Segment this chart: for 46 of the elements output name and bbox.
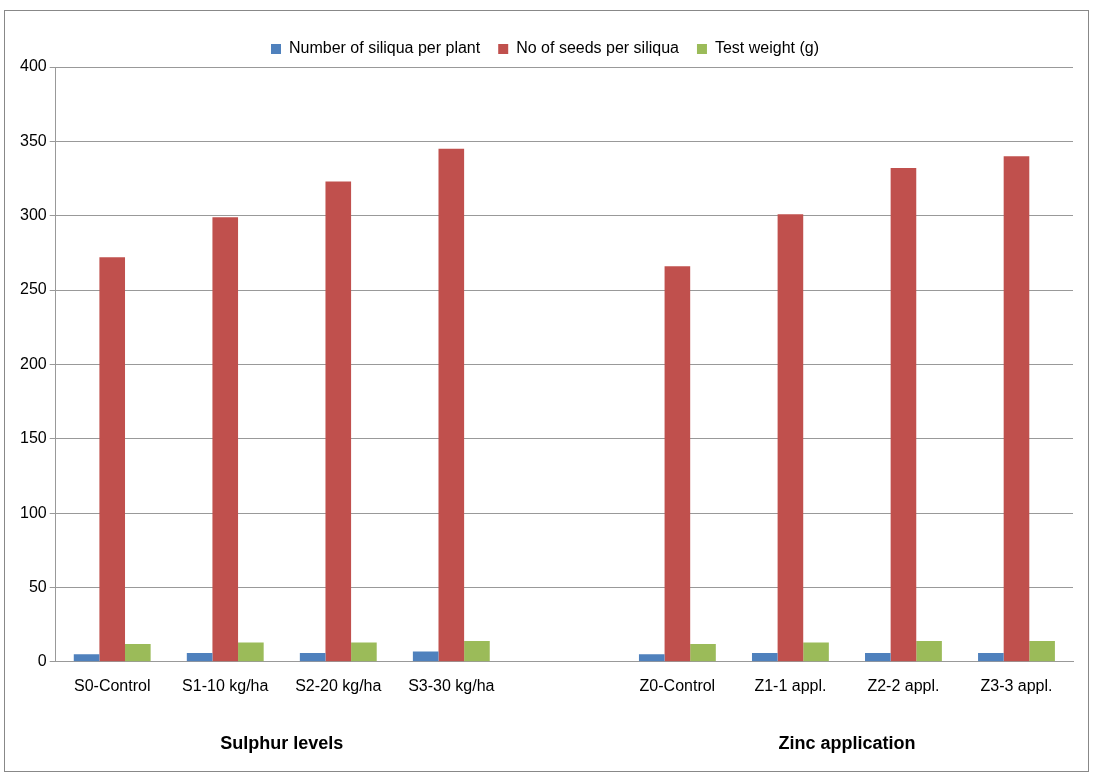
bar bbox=[751, 652, 778, 662]
bar bbox=[325, 181, 352, 662]
text: Zinc application bbox=[778, 732, 916, 753]
legend-label: Test weight (g) bbox=[714, 39, 820, 57]
legend-label: No of seeds per siliqua bbox=[516, 39, 680, 57]
y-tick-label: 300 bbox=[19, 206, 47, 224]
bar bbox=[125, 643, 151, 662]
bar bbox=[438, 148, 465, 662]
bar bbox=[638, 654, 665, 662]
y-tick-label: 150 bbox=[19, 429, 47, 447]
y-tick-label: 50 bbox=[28, 577, 47, 595]
bar bbox=[978, 652, 1004, 662]
legend-label: Number of siliqua per plant bbox=[289, 39, 481, 57]
bar bbox=[299, 652, 326, 662]
x-tick-label: S0-Control bbox=[73, 676, 151, 694]
bar bbox=[865, 652, 891, 662]
y-tick-label: 400 bbox=[19, 57, 47, 75]
x-tick-label: Z2-2 appl. bbox=[867, 676, 940, 694]
bar bbox=[99, 257, 126, 662]
y-tick-label: 250 bbox=[19, 280, 47, 298]
bar bbox=[1029, 640, 1055, 662]
x-tick-label: S2-20 kg/ha bbox=[295, 676, 382, 694]
y-tick-label: 200 bbox=[19, 354, 47, 372]
bar bbox=[916, 640, 942, 662]
text: Sulphur levels bbox=[220, 732, 344, 753]
bar bbox=[664, 266, 691, 662]
bar bbox=[351, 642, 377, 662]
bar bbox=[238, 642, 264, 662]
y-tick-label: 350 bbox=[19, 131, 47, 149]
y-tick-label: 100 bbox=[19, 503, 47, 521]
x-tick-label: S1-10 kg/ha bbox=[182, 676, 269, 694]
x-tick-label: S3-30 kg/ha bbox=[408, 676, 495, 694]
x-tick-label: Z3-3 appl. bbox=[980, 676, 1053, 694]
bar bbox=[412, 651, 439, 662]
bar bbox=[890, 168, 917, 662]
bar bbox=[212, 217, 239, 662]
bar bbox=[803, 642, 829, 662]
bar bbox=[73, 654, 100, 662]
y-tick-label: 0 bbox=[37, 652, 47, 670]
bar bbox=[464, 640, 490, 662]
bar bbox=[186, 652, 213, 662]
bar bbox=[777, 214, 804, 662]
bar bbox=[1003, 156, 1030, 662]
bar bbox=[690, 643, 716, 662]
x-tick-label: Z1-1 appl. bbox=[754, 676, 827, 694]
x-tick-label: Z0-Control bbox=[639, 676, 716, 694]
